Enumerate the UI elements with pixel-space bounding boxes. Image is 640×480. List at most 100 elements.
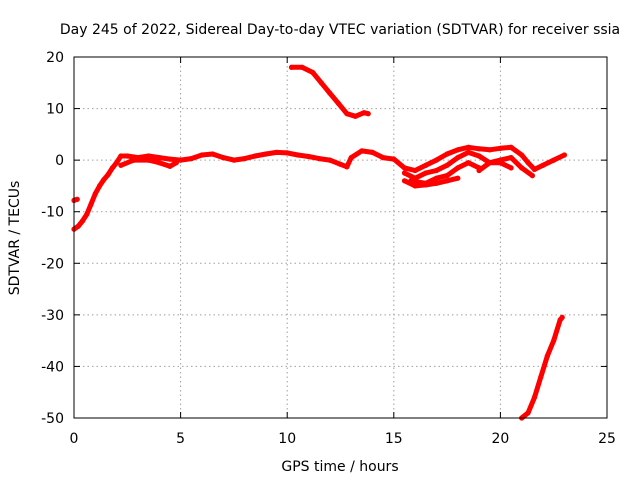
y-tick-label: -40 xyxy=(41,359,64,375)
data-point xyxy=(118,153,124,159)
data-point xyxy=(210,151,216,157)
data-point xyxy=(465,160,471,166)
data-point xyxy=(401,165,408,171)
data-point xyxy=(178,157,184,163)
data-point xyxy=(284,150,290,156)
data-point xyxy=(305,153,312,160)
data-point xyxy=(263,151,269,157)
data-point xyxy=(401,170,408,176)
data-point xyxy=(188,156,194,162)
data-point xyxy=(337,161,344,167)
data-point xyxy=(423,162,429,168)
data-point xyxy=(531,166,538,172)
data-point xyxy=(365,111,371,117)
y-tick-label: -20 xyxy=(41,256,64,272)
data-point xyxy=(146,157,152,163)
data-point xyxy=(288,64,295,70)
data-point xyxy=(444,162,450,168)
y-axis-label: SDTVAR / TECUs xyxy=(7,181,23,296)
data-point xyxy=(433,175,439,181)
data-point xyxy=(352,113,358,119)
data-point xyxy=(508,144,514,150)
data-point xyxy=(544,353,550,359)
data-point xyxy=(551,157,557,163)
data-point xyxy=(220,155,226,161)
data-point xyxy=(344,111,350,117)
data-point xyxy=(561,152,568,158)
data-point xyxy=(252,153,258,159)
plot-frame xyxy=(73,56,608,419)
series-sat-f xyxy=(476,160,514,173)
x-tick-label: 5 xyxy=(176,431,185,447)
data-point xyxy=(476,167,482,174)
data-point xyxy=(531,394,538,400)
data-point xyxy=(487,147,493,153)
y-tick-label: -30 xyxy=(41,308,64,324)
data-point xyxy=(97,183,103,189)
y-tick-label: 20 xyxy=(46,50,64,66)
data-point xyxy=(88,201,94,207)
x-tick-label: 15 xyxy=(385,431,403,447)
x-axis-label: GPS time / hours xyxy=(281,459,398,475)
data-point xyxy=(131,157,137,163)
data-point xyxy=(508,165,514,171)
data-point xyxy=(369,149,376,155)
data-point xyxy=(310,69,316,76)
data-point xyxy=(487,160,493,166)
data-point xyxy=(455,147,461,153)
data-point xyxy=(74,196,80,202)
x-tick-label: 20 xyxy=(491,431,509,447)
data-point xyxy=(318,80,324,86)
data-point xyxy=(335,100,341,106)
data-point xyxy=(455,165,461,171)
data-point xyxy=(327,90,333,96)
data-point xyxy=(344,164,350,170)
data-point xyxy=(476,153,482,159)
grid xyxy=(74,57,607,418)
data-point xyxy=(92,191,98,197)
data-point xyxy=(525,410,531,416)
data-point xyxy=(156,160,162,166)
chart-title: Day 245 of 2022, Sidereal Day-to-day VTE… xyxy=(60,22,620,38)
data-point xyxy=(529,173,536,179)
data-point xyxy=(551,338,557,344)
data-point xyxy=(101,177,107,183)
data-point xyxy=(199,152,205,158)
data-point xyxy=(391,156,397,162)
data-point xyxy=(433,180,439,186)
x-tick-label: 0 xyxy=(70,431,79,447)
data-point xyxy=(84,211,90,217)
data-point xyxy=(167,163,173,169)
data-point xyxy=(109,165,115,171)
data-point xyxy=(444,151,450,157)
data-point xyxy=(497,160,503,166)
data-point xyxy=(299,64,305,70)
data-point xyxy=(316,156,322,162)
data-point xyxy=(114,160,120,166)
data-point xyxy=(105,172,111,178)
data-point xyxy=(525,160,531,166)
y-tick-label: -50 xyxy=(41,411,64,427)
data-point xyxy=(124,153,130,159)
data-point xyxy=(423,170,429,176)
data-point xyxy=(444,173,450,179)
data-point xyxy=(118,162,124,168)
data-point xyxy=(75,223,81,229)
data-point xyxy=(242,156,248,162)
y-tick-label: 10 xyxy=(46,102,64,118)
data-point xyxy=(476,146,482,152)
data-point xyxy=(455,175,461,181)
data-point xyxy=(433,167,439,174)
data-point xyxy=(167,156,173,162)
series-sat-g xyxy=(289,64,371,119)
data-point xyxy=(146,153,152,159)
data-point xyxy=(423,182,429,188)
data-point xyxy=(538,374,544,380)
y-tick-label: -10 xyxy=(41,205,64,221)
data-point xyxy=(173,160,179,166)
data-point xyxy=(412,183,418,189)
data-point xyxy=(361,110,367,116)
x-tick-label: 25 xyxy=(598,431,616,447)
data-point xyxy=(519,152,525,158)
